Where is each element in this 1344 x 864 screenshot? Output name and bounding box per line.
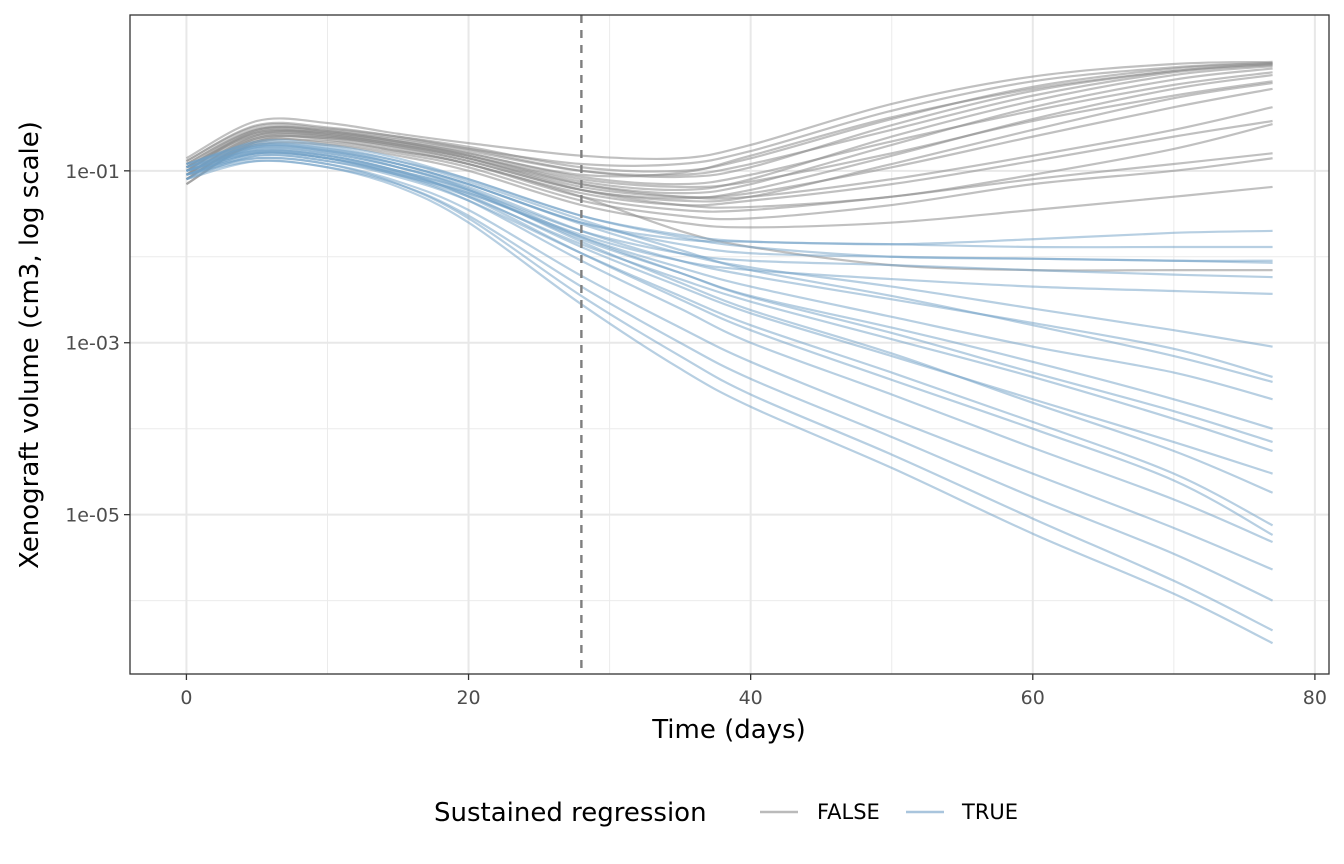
series-line-true (186, 143, 1273, 383)
series-line-false (185, 137, 1273, 213)
series-line-false (185, 137, 1273, 221)
axis-ticks: 0 20 40 60 80 1e-01 1e-03 1e-05 (65, 161, 1327, 709)
series-lines (185, 60, 1274, 645)
series-line-false (185, 62, 1273, 179)
series-line-false (185, 71, 1273, 186)
x-tick-label: 80 (1303, 687, 1327, 709)
x-axis-title: Time (days) (651, 715, 806, 745)
y-tick-label: 1e-05 (65, 505, 120, 527)
y-tick-label: 1e-03 (65, 333, 120, 355)
series-line-false (185, 61, 1273, 169)
series-line-true (186, 138, 1273, 249)
series-line-false (185, 61, 1273, 173)
plot-area (185, 15, 1274, 674)
series-line-true (186, 156, 1274, 632)
series-line-true (186, 147, 1273, 444)
series-line-false (185, 60, 1273, 161)
series-line-true (186, 149, 1274, 536)
x-tick-label: 20 (456, 687, 480, 709)
series-line-true (186, 151, 1274, 544)
y-axis-title: Xenograft volume (cm3, log scale) (15, 121, 45, 569)
series-line-true (186, 159, 1274, 645)
series-line-true (186, 145, 1274, 494)
series-line-true (186, 141, 1273, 264)
legend-label-false: FALSE (817, 800, 880, 824)
plot-background (130, 15, 1329, 674)
legend-label-true: TRUE (961, 800, 1018, 824)
series-line-true (186, 153, 1274, 527)
legend: Sustained regression FALSE TRUE (434, 798, 1018, 828)
y-tick-label: 1e-01 (65, 161, 120, 183)
series-line-false (185, 81, 1273, 203)
series-line-false (185, 122, 1273, 209)
x-tick-label: 40 (739, 687, 763, 709)
x-tick-label: 60 (1021, 687, 1045, 709)
legend-title: Sustained regression (434, 798, 707, 828)
x-tick-label: 0 (180, 687, 192, 709)
series-line-false (185, 80, 1273, 189)
plot-border (129, 14, 1330, 675)
series-line-false (185, 106, 1273, 200)
